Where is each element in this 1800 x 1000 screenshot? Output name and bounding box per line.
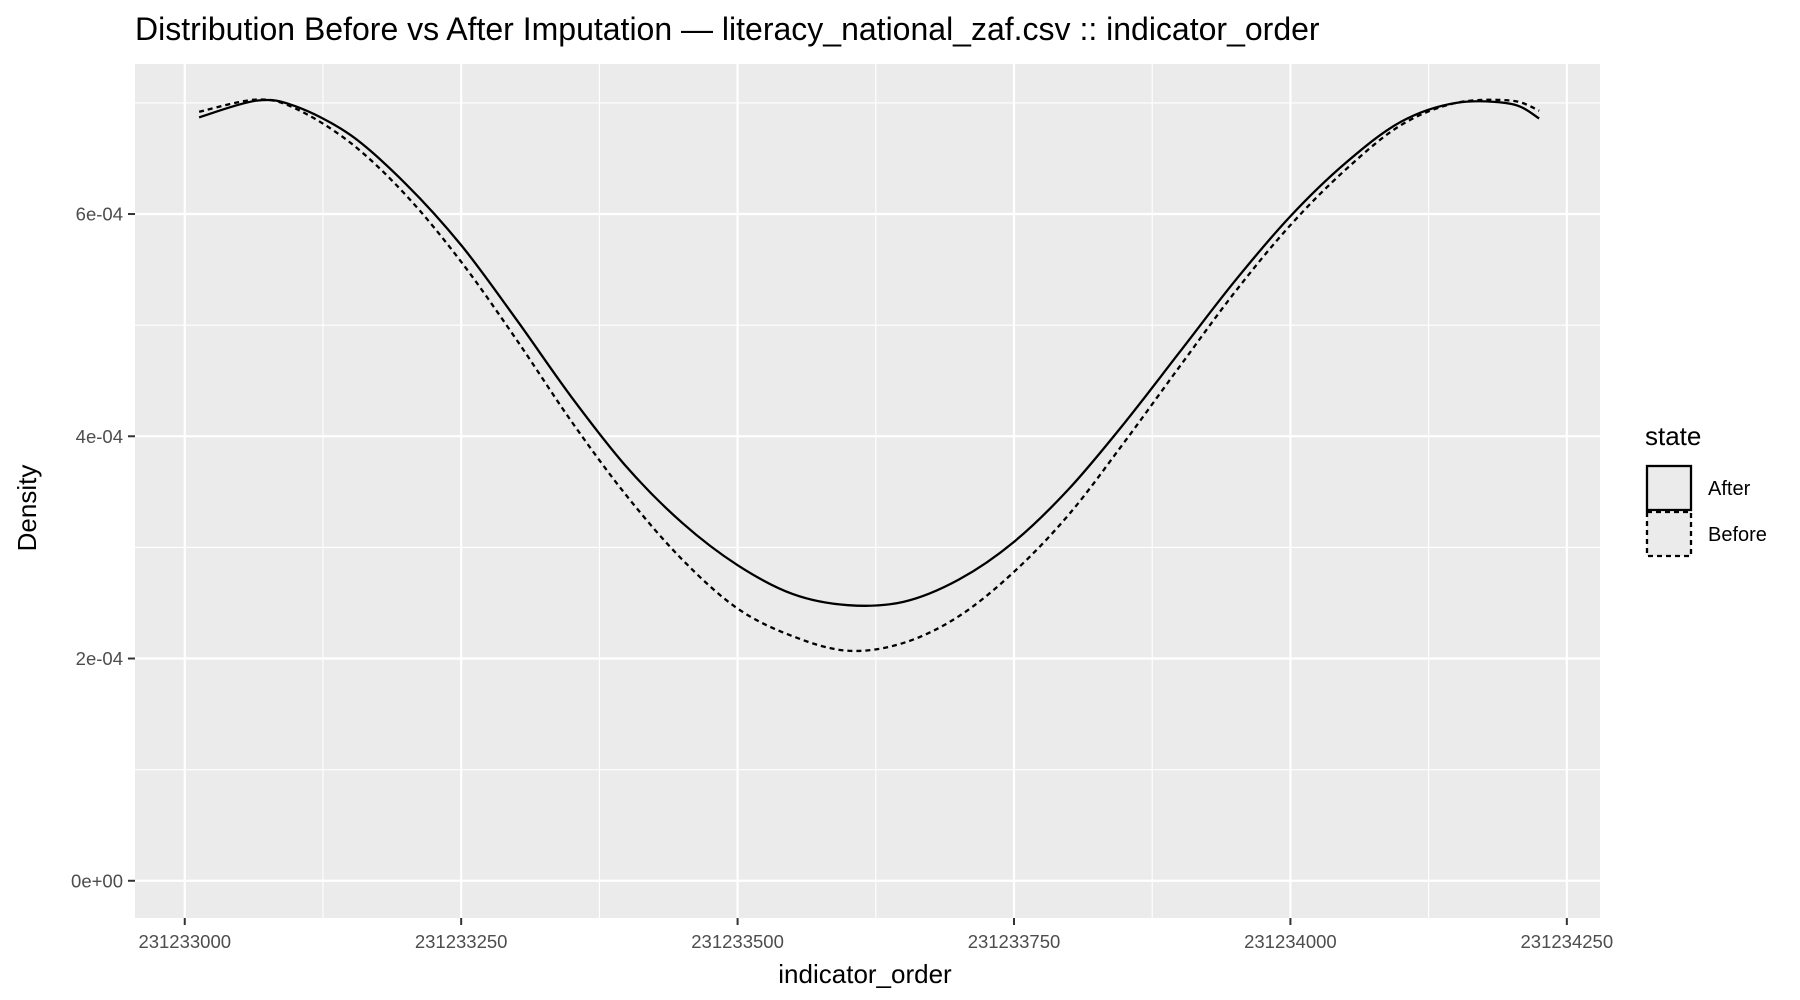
plot-panel — [135, 64, 1600, 918]
legend-title: state — [1645, 421, 1701, 451]
legend-label-after: After — [1708, 478, 1751, 500]
major-gridlines — [135, 64, 1600, 918]
series-line-before — [198, 98, 1540, 653]
legend: state After Before — [1645, 421, 1767, 558]
x-tick-label: 231233500 — [691, 931, 784, 952]
x-tick-label: 231233750 — [968, 931, 1061, 952]
y-tick-label: 4e-04 — [76, 426, 123, 447]
legend-key-before — [1645, 510, 1693, 558]
series-layer — [198, 98, 1540, 653]
y-axis-title: Density — [12, 465, 42, 552]
x-axis: 231233000 231233250 231233500 231233750 2312… — [138, 918, 1613, 952]
x-tick-label: 231234000 — [1244, 931, 1337, 952]
y-tick-label: 6e-04 — [76, 204, 123, 225]
legend-label-before: Before — [1708, 524, 1767, 546]
y-axis: 0e+00 2e-04 4e-04 6e-04 — [71, 204, 135, 891]
x-tick-label: 231233000 — [138, 931, 231, 952]
minor-gridlines — [135, 64, 1600, 918]
x-tick-label: 231233250 — [415, 931, 508, 952]
chart-title: Distribution Before vs After Imputation … — [135, 11, 1320, 47]
x-axis-title: indicator_order — [778, 959, 952, 989]
legend-key-after — [1645, 464, 1693, 512]
x-tick-label: 231234250 — [1521, 931, 1614, 952]
y-tick-label: 0e+00 — [71, 870, 123, 891]
y-tick-label: 2e-04 — [76, 648, 123, 669]
series-line-after — [198, 98, 1540, 607]
